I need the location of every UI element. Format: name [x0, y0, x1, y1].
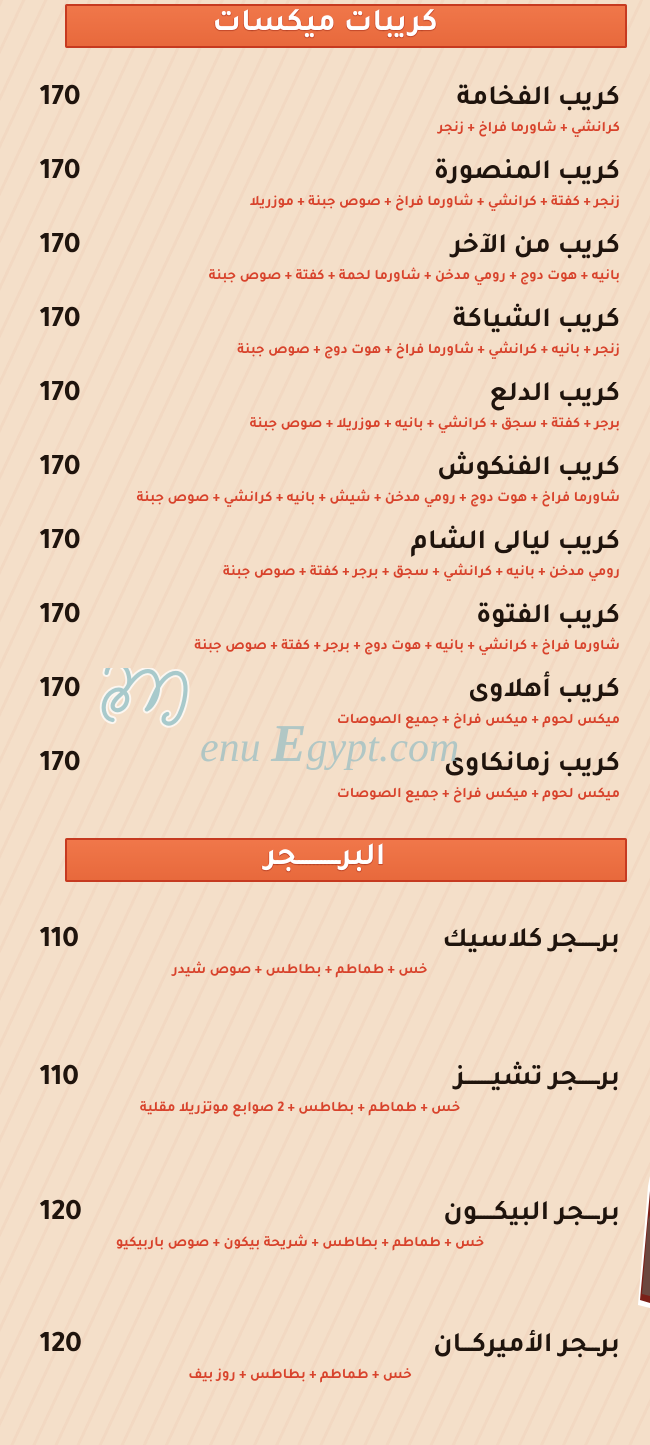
svg-text:enu Egypt.com: enu Egypt.com	[200, 715, 459, 773]
